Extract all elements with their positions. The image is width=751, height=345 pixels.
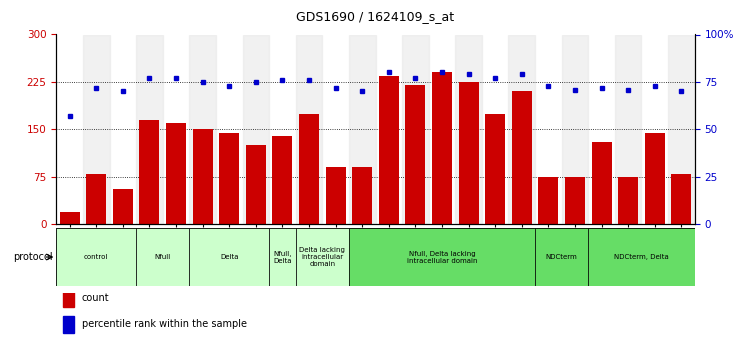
Bar	[592, 142, 611, 224]
Bar	[273, 136, 292, 224]
Text: Nfull,
Delta: Nfull, Delta	[273, 250, 291, 264]
Bar	[512, 91, 532, 224]
Bar	[485, 114, 505, 224]
Bar	[136, 228, 189, 286]
Bar	[86, 174, 106, 224]
Bar	[349, 34, 376, 224]
Bar	[246, 145, 266, 224]
Bar	[459, 82, 478, 224]
Bar	[113, 189, 133, 224]
Text: control: control	[84, 254, 108, 260]
Bar	[402, 34, 429, 224]
Bar	[296, 228, 349, 286]
Bar	[62, 316, 74, 333]
Bar	[618, 177, 638, 224]
Bar	[668, 34, 695, 224]
Bar	[83, 34, 110, 224]
Bar	[189, 34, 216, 224]
Bar	[349, 228, 535, 286]
Text: Delta: Delta	[220, 254, 239, 260]
Bar	[219, 132, 239, 224]
Text: percentile rank within the sample: percentile rank within the sample	[82, 319, 247, 329]
Text: Delta lacking
intracellular
domain: Delta lacking intracellular domain	[300, 247, 345, 267]
Bar	[562, 34, 588, 224]
Bar	[269, 228, 296, 286]
Bar	[588, 228, 695, 286]
Bar	[565, 177, 585, 224]
Bar	[136, 34, 163, 224]
Bar	[671, 174, 692, 224]
Bar	[538, 177, 558, 224]
Text: Nfull: Nfull	[155, 254, 170, 260]
Text: NDCterm: NDCterm	[546, 254, 578, 260]
Bar	[535, 228, 588, 286]
Text: protocol: protocol	[13, 252, 53, 262]
Bar	[432, 72, 452, 224]
Bar	[379, 76, 399, 224]
Bar	[615, 34, 641, 224]
Bar	[140, 120, 159, 224]
Text: GDS1690 / 1624109_s_at: GDS1690 / 1624109_s_at	[297, 10, 454, 23]
Bar	[326, 167, 345, 224]
Bar	[166, 123, 186, 224]
Bar	[299, 114, 319, 224]
Bar	[508, 34, 535, 224]
Bar	[296, 34, 322, 224]
Bar	[193, 129, 213, 224]
Text: NDCterm, Delta: NDCterm, Delta	[614, 254, 669, 260]
Bar	[352, 167, 372, 224]
Bar	[455, 34, 482, 224]
Text: count: count	[82, 293, 110, 303]
Bar	[189, 228, 269, 286]
Bar	[59, 211, 80, 224]
Bar	[56, 228, 136, 286]
Bar	[243, 34, 269, 224]
Bar	[645, 132, 665, 224]
Text: Nfull, Delta lacking
intracellular domain: Nfull, Delta lacking intracellular domai…	[407, 250, 477, 264]
Bar	[62, 290, 74, 307]
Bar	[406, 85, 425, 224]
